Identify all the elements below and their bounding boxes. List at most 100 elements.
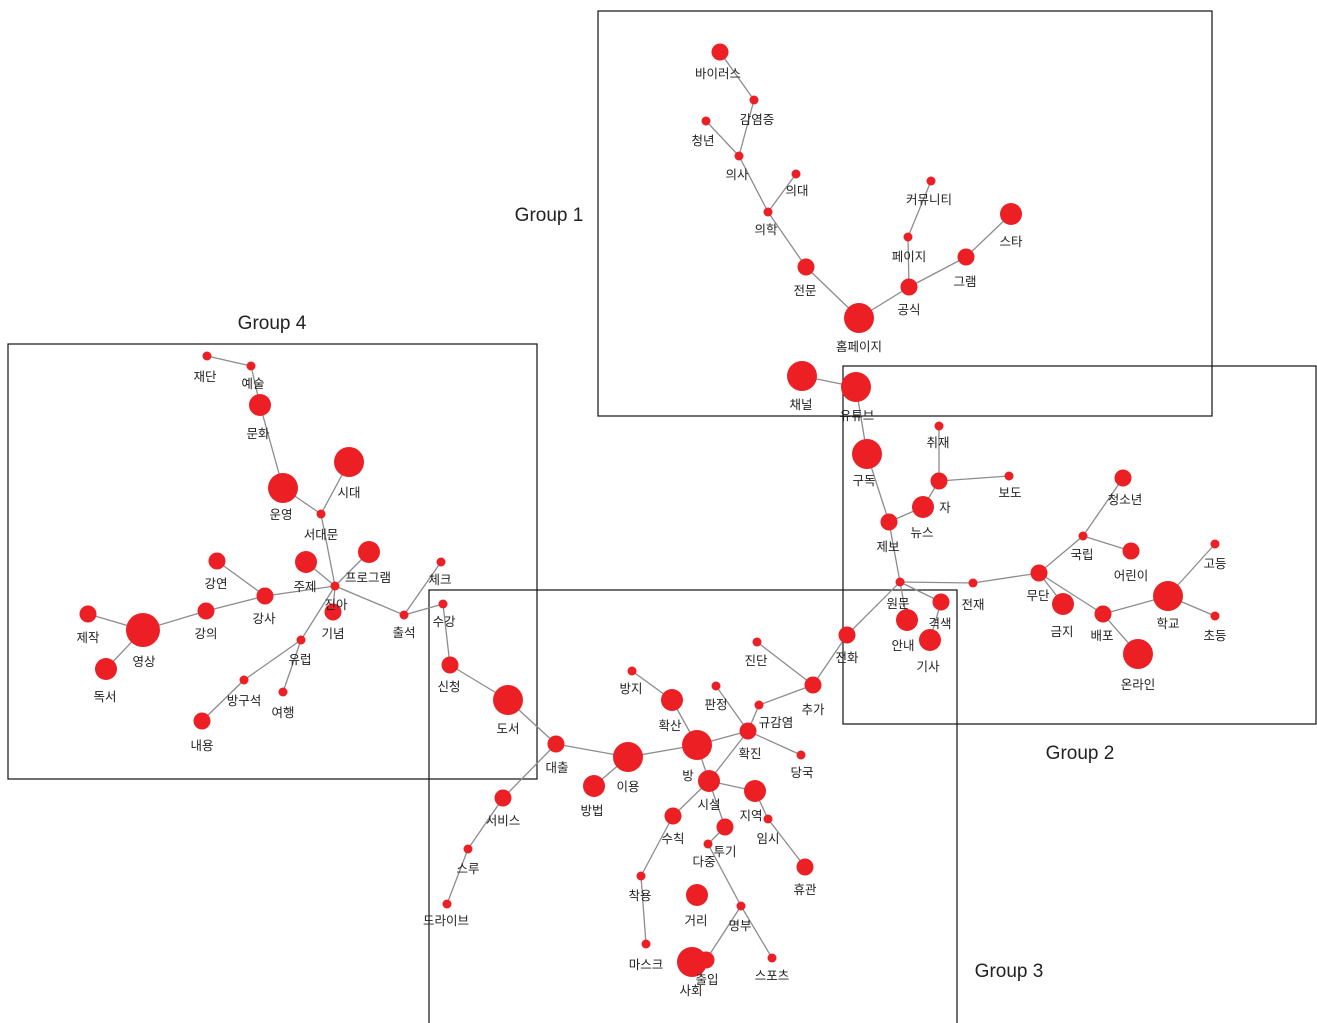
node[interactable]	[796, 858, 814, 876]
node[interactable]	[932, 593, 950, 611]
node[interactable]	[763, 207, 773, 217]
node[interactable]	[641, 939, 651, 949]
node[interactable]	[79, 605, 97, 623]
node[interactable]	[838, 626, 856, 644]
node[interactable]	[1030, 564, 1048, 582]
node[interactable]	[1052, 593, 1074, 615]
node[interactable]	[442, 899, 452, 909]
node[interactable]	[852, 439, 882, 469]
node[interactable]	[636, 871, 646, 881]
node[interactable]	[804, 676, 822, 694]
node[interactable]	[493, 685, 523, 715]
edge	[738, 155, 769, 213]
node-label: 무단	[1026, 588, 1050, 603]
node[interactable]	[126, 613, 160, 647]
node[interactable]	[797, 258, 815, 276]
node[interactable]	[1153, 581, 1183, 611]
node[interactable]	[438, 599, 448, 609]
node[interactable]	[736, 901, 746, 911]
node[interactable]	[399, 610, 409, 620]
node[interactable]	[686, 884, 708, 906]
node-label: 문화	[246, 426, 270, 441]
node[interactable]	[547, 735, 565, 753]
node[interactable]	[1210, 539, 1220, 549]
node[interactable]	[682, 730, 712, 760]
node[interactable]	[441, 656, 459, 674]
node[interactable]	[930, 472, 948, 490]
node[interactable]	[926, 176, 936, 186]
node[interactable]	[197, 602, 215, 620]
node[interactable]	[268, 473, 298, 503]
node[interactable]	[324, 603, 342, 621]
node-label: 착용	[628, 888, 651, 903]
node[interactable]	[912, 496, 934, 518]
node[interactable]	[744, 780, 766, 802]
node[interactable]	[1114, 469, 1132, 487]
node[interactable]	[787, 361, 817, 391]
node[interactable]	[330, 581, 340, 591]
node[interactable]	[316, 509, 326, 519]
node[interactable]	[494, 789, 512, 807]
node[interactable]	[664, 807, 682, 825]
edge	[846, 581, 901, 636]
node[interactable]	[256, 587, 274, 605]
node[interactable]	[1210, 611, 1220, 621]
node[interactable]	[1078, 531, 1088, 541]
node[interactable]	[193, 712, 211, 730]
node[interactable]	[895, 577, 905, 587]
node[interactable]	[739, 722, 757, 740]
node[interactable]	[334, 447, 364, 477]
group-1-box	[597, 10, 1213, 417]
node[interactable]	[896, 609, 918, 631]
node[interactable]	[1004, 471, 1014, 481]
node[interactable]	[661, 689, 683, 711]
node[interactable]	[767, 953, 777, 963]
node[interactable]	[613, 742, 643, 772]
node[interactable]	[711, 681, 721, 691]
edge	[738, 99, 755, 157]
node[interactable]	[791, 169, 801, 179]
node[interactable]	[701, 116, 711, 126]
node[interactable]	[295, 551, 317, 573]
node[interactable]	[296, 635, 306, 645]
node[interactable]	[1000, 203, 1022, 225]
node[interactable]	[278, 687, 288, 697]
edge	[707, 843, 742, 907]
edge	[334, 585, 405, 616]
node[interactable]	[698, 770, 720, 792]
node[interactable]	[202, 351, 212, 361]
node[interactable]	[957, 248, 975, 266]
node[interactable]	[841, 372, 871, 402]
node[interactable]	[903, 232, 913, 242]
node[interactable]	[734, 151, 744, 161]
node[interactable]	[358, 541, 380, 563]
node[interactable]	[752, 637, 762, 647]
node[interactable]	[436, 557, 446, 567]
node[interactable]	[583, 775, 605, 797]
node[interactable]	[900, 278, 918, 296]
node[interactable]	[763, 814, 773, 824]
node[interactable]	[711, 43, 729, 61]
node[interactable]	[1122, 542, 1140, 560]
node[interactable]	[239, 675, 249, 685]
node[interactable]	[880, 513, 898, 531]
node[interactable]	[463, 844, 473, 854]
node[interactable]	[95, 658, 117, 680]
node[interactable]	[697, 951, 715, 969]
node[interactable]	[1094, 605, 1112, 623]
node[interactable]	[919, 629, 941, 651]
node[interactable]	[208, 552, 226, 570]
node[interactable]	[844, 303, 874, 333]
node[interactable]	[246, 361, 256, 371]
node[interactable]	[1123, 639, 1153, 669]
node[interactable]	[754, 700, 764, 710]
node[interactable]	[249, 394, 271, 416]
node[interactable]	[796, 750, 806, 760]
node[interactable]	[627, 666, 637, 676]
node[interactable]	[716, 818, 734, 836]
node[interactable]	[968, 578, 978, 588]
node[interactable]	[703, 839, 713, 849]
node[interactable]	[749, 95, 759, 105]
node[interactable]	[934, 421, 944, 431]
node[interactable]	[677, 947, 707, 977]
